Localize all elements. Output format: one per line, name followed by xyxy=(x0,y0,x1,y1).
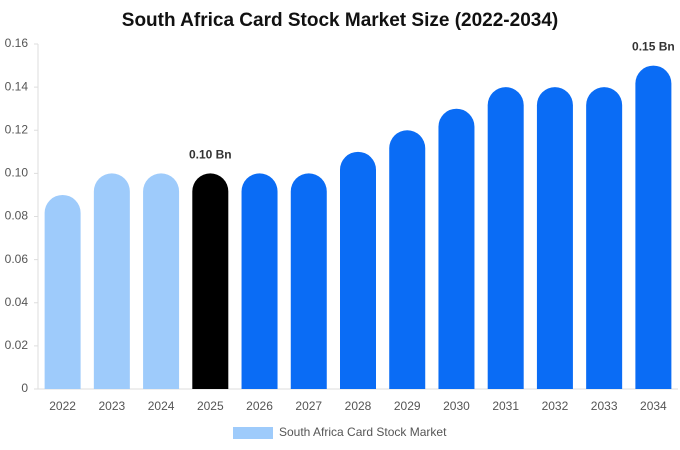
x-tick-label: 2030 xyxy=(443,399,470,413)
y-tick-label: 0.10 xyxy=(5,166,29,180)
bar xyxy=(438,108,475,389)
legend-swatch xyxy=(233,427,273,439)
bar xyxy=(586,87,623,389)
x-tick-label: 2025 xyxy=(197,399,224,413)
y-tick-label: 0.06 xyxy=(5,252,29,266)
y-tick-label: 0.12 xyxy=(5,122,29,136)
y-tick-label: 0.02 xyxy=(5,338,29,352)
x-tick-label: 2024 xyxy=(148,399,175,413)
x-tick-label: 2033 xyxy=(591,399,618,413)
x-tick-label: 2028 xyxy=(345,399,372,413)
x-tick-label: 2032 xyxy=(542,399,569,413)
bar xyxy=(192,173,229,389)
bar xyxy=(635,65,672,389)
bar xyxy=(44,194,81,389)
chart-title: South Africa Card Stock Market Size (202… xyxy=(122,10,558,31)
x-tick-label: 2029 xyxy=(394,399,421,413)
x-tick-label: 2026 xyxy=(246,399,273,413)
y-tick-label: 0.04 xyxy=(5,295,29,309)
bar xyxy=(143,173,180,389)
bar xyxy=(241,173,278,389)
x-tick-label: 2031 xyxy=(492,399,519,413)
bar xyxy=(536,87,573,389)
bar xyxy=(340,151,376,389)
bar xyxy=(93,173,130,389)
x-tick-label: 2034 xyxy=(640,399,667,413)
bar xyxy=(487,87,524,389)
bar xyxy=(290,173,327,389)
x-tick-label: 2022 xyxy=(49,399,76,413)
y-tick-label: 0 xyxy=(21,381,28,395)
y-tick-label: 0.14 xyxy=(5,79,29,93)
y-tick-label: 0.16 xyxy=(5,36,29,50)
bar xyxy=(389,130,426,390)
y-tick-label: 0.08 xyxy=(5,209,29,223)
x-tick-label: 2027 xyxy=(295,399,322,413)
legend-label: South Africa Card Stock Market xyxy=(279,425,447,439)
value-label: 0.10 Bn xyxy=(189,148,232,162)
value-label: 0.15 Bn xyxy=(632,40,675,54)
x-tick-label: 2023 xyxy=(98,399,125,413)
